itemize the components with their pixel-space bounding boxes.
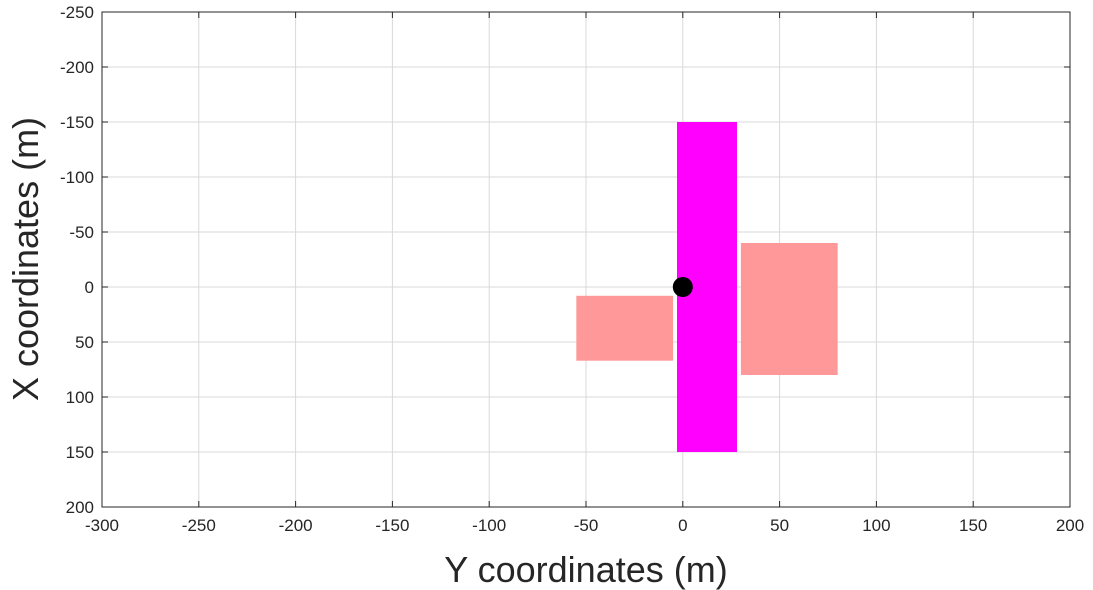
y-tick-label: 0 [85,278,94,297]
rectangles [576,122,838,452]
grid [101,11,1071,508]
rectangle-mark [576,295,674,361]
points [672,277,693,297]
point-mark [672,277,693,297]
y-tick-label: -100 [60,168,94,187]
y-tick-label: 150 [66,443,94,462]
x-tick-label: 150 [959,516,987,535]
x-tick-labels: -300 -250 -200 -150 -100 -50 0 50 100 150 200 [85,516,1084,535]
x-tick-label: -250 [182,516,216,535]
plot-frame [101,11,1071,508]
y-axis-label: X coordinates (m) [5,117,46,401]
y-tick-label: 200 [66,498,94,517]
x-tick-label: 0 [678,516,687,535]
y-tick-label: 100 [66,388,94,407]
x-tick-label: -300 [85,516,119,535]
x-tick-label: 50 [770,516,789,535]
axes [101,11,1071,508]
x-tick-label: -200 [279,516,313,535]
x-tick-label: -100 [472,516,506,535]
x-axis-label: Y coordinates (m) [444,549,727,590]
y-tick-label: -150 [60,113,94,132]
x-tick-label: -50 [574,516,599,535]
y-tick-label: 50 [75,333,94,352]
y-tick-label: -50 [69,223,94,242]
x-tick-label: 200 [1056,516,1084,535]
x-tick-label: 100 [862,516,890,535]
rectangle-mark [740,243,838,375]
y-tick-label: -200 [60,58,94,77]
y-tick-labels: -250 -200 -150 -100 -50 0 50 100 150 200 [60,3,94,517]
y-tick-label: -250 [60,3,94,22]
x-tick-label: -150 [375,516,409,535]
